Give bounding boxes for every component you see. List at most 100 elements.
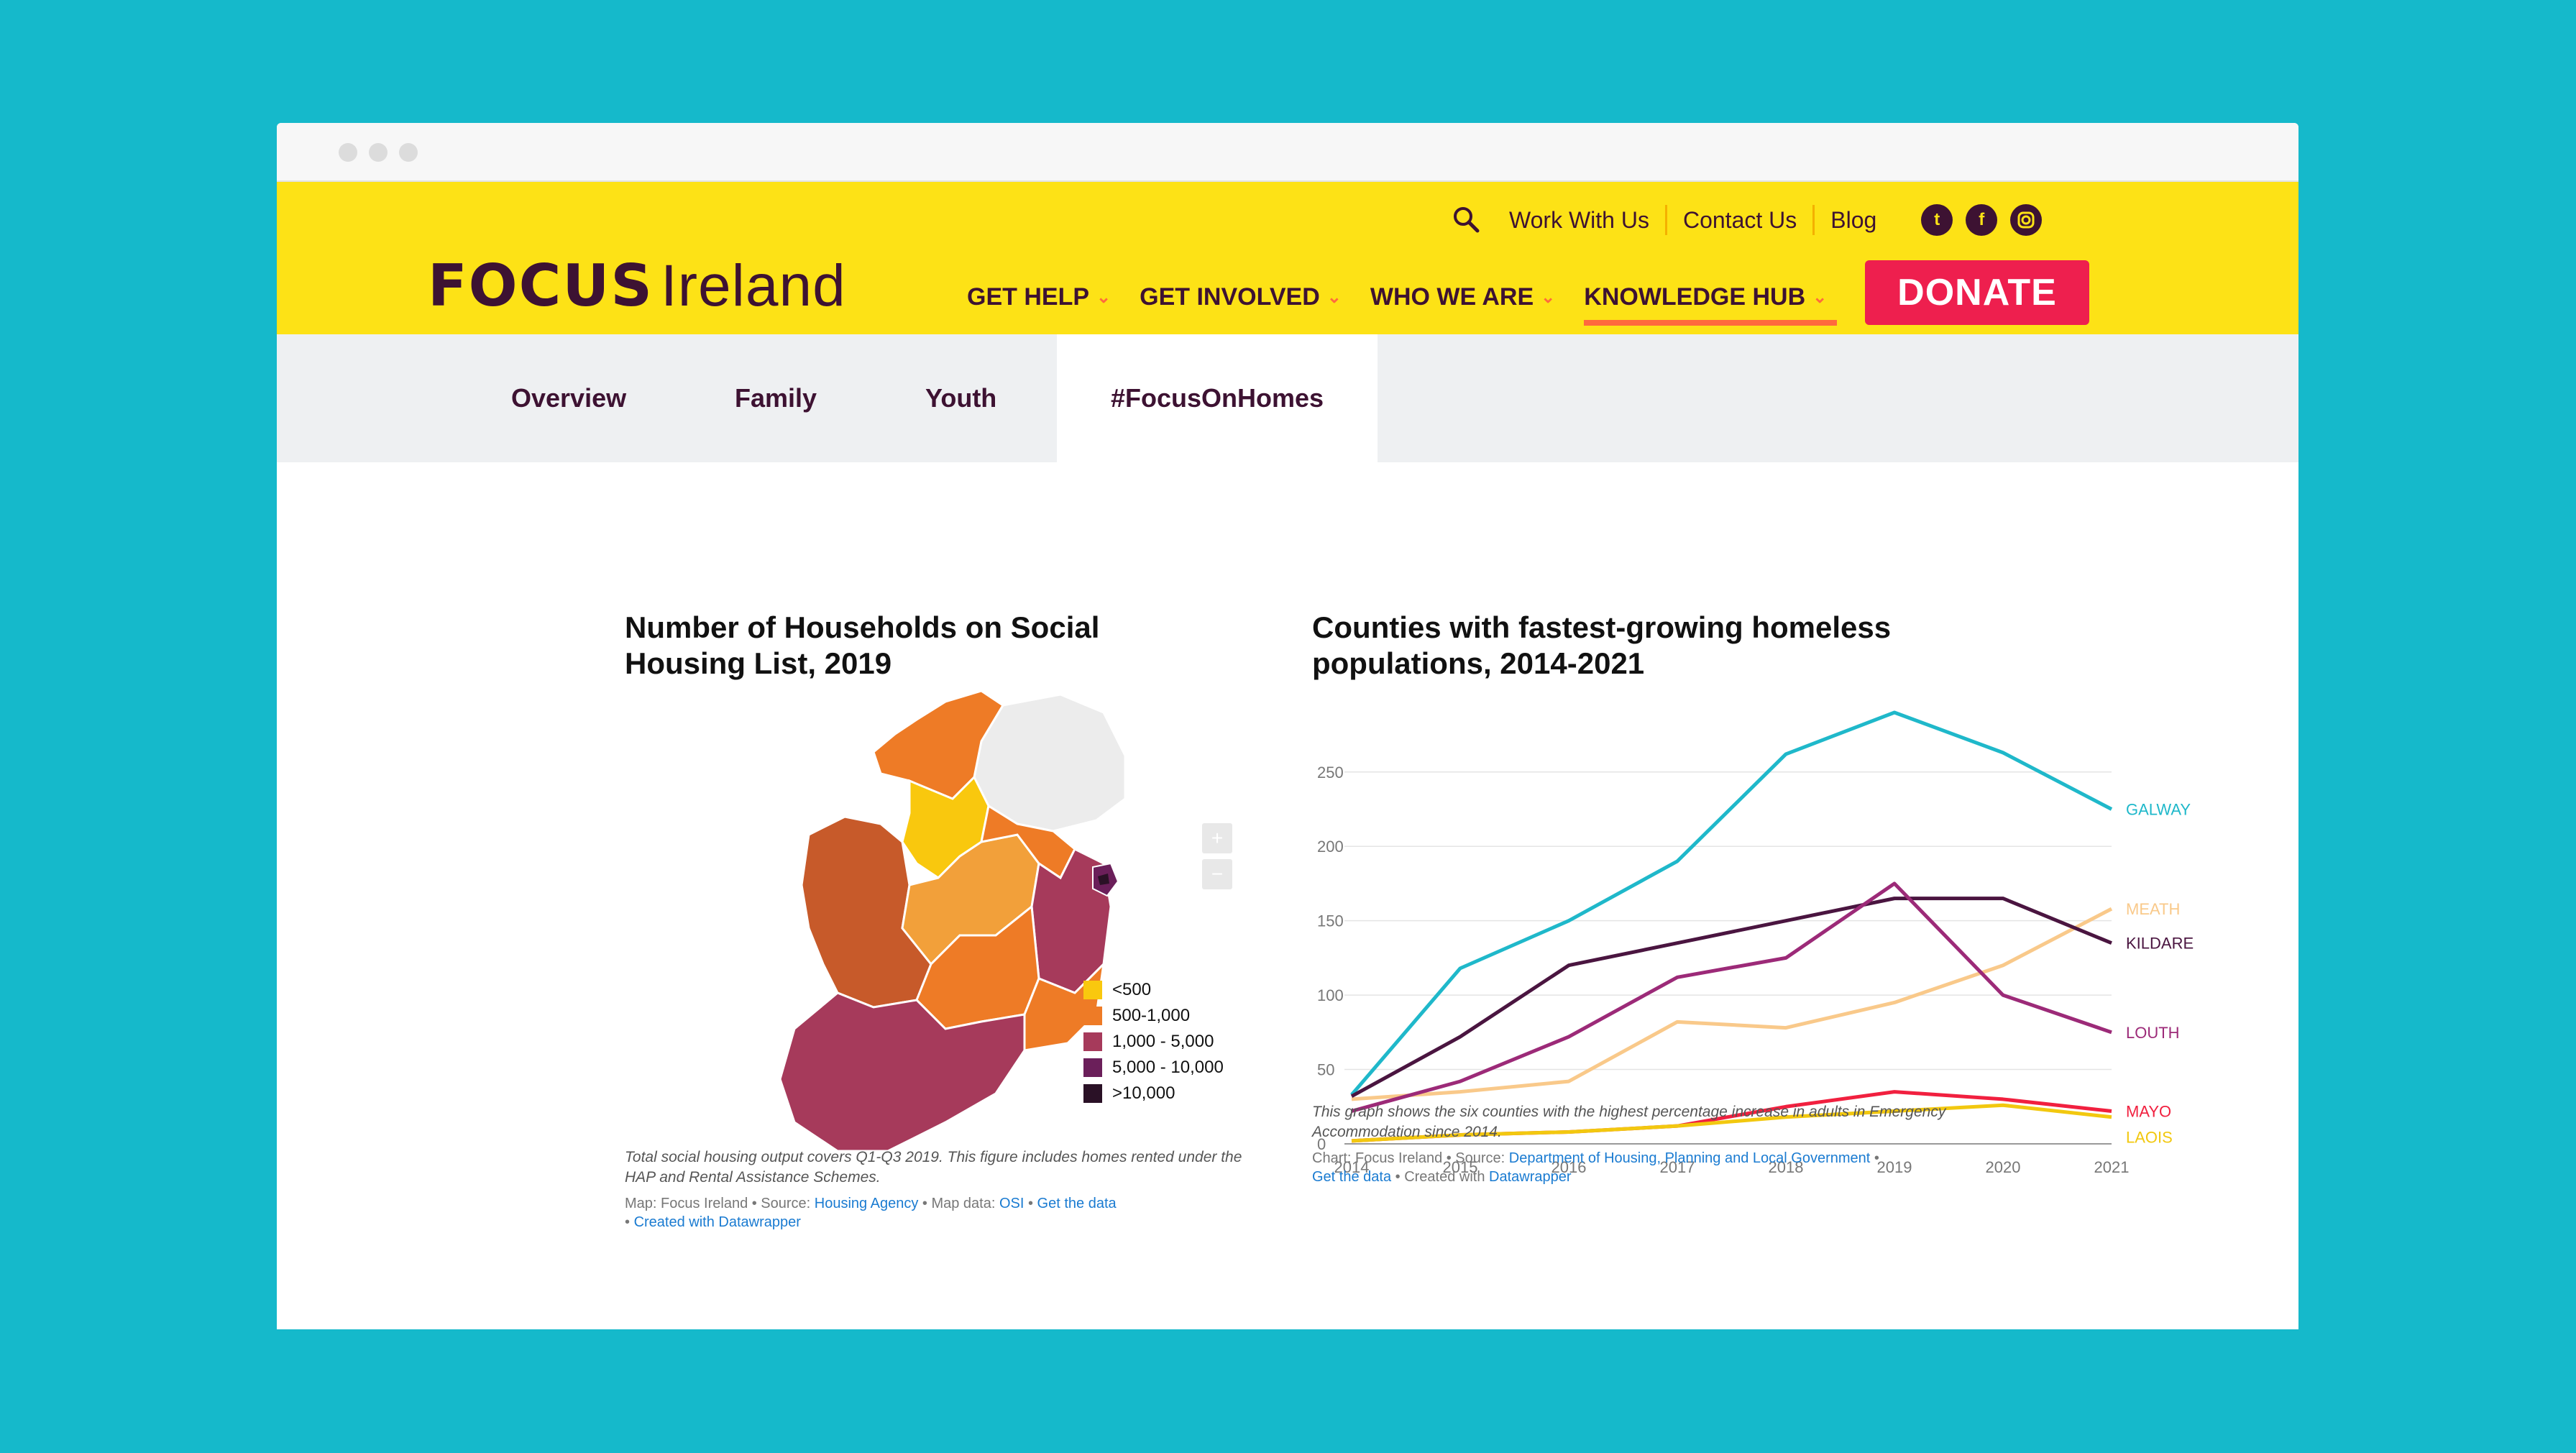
get-the-data-link[interactable]: Get the data (1037, 1196, 1117, 1211)
map-credit: Map: Focus Ireland • Source: Housing Age… (625, 1194, 1243, 1232)
line-chart-title: Counties with fastest-growing homeless p… (1312, 610, 1892, 680)
x-tick-label: 2017 (1660, 1158, 1695, 1176)
series-line-kildare (1350, 897, 2112, 1098)
y-tick-label: 50 (1317, 1061, 1334, 1079)
y-tick-label: 250 (1317, 764, 1344, 781)
map-legend: <500 500-1,000 1,000 - 5,000 5,000 - 10,… (1083, 977, 1224, 1106)
nav-label: KNOWLEDGE HUB (1584, 283, 1806, 311)
logo-light-text: Ireland (660, 253, 846, 318)
legend-label: >10,000 (1112, 1083, 1175, 1103)
series-label: MAYO (2126, 1102, 2171, 1120)
nav-get-involved[interactable]: GET INVOLVED ⌄ (1140, 268, 1342, 326)
nav-knowledge-hub[interactable]: KNOWLEDGE HUB ⌄ (1584, 268, 1838, 326)
tab-overview[interactable]: Overview (511, 383, 627, 413)
ireland-map[interactable] (766, 691, 1384, 1252)
divider (1812, 205, 1815, 235)
line-chart[interactable]: 0 50 100 150 200 250 2014 2015 2016 2017 2018 2019 2… (1283, 684, 2247, 1209)
credit-text: • Map data: (918, 1196, 999, 1211)
credit-text: Map: Focus Ireland • Source: (625, 1196, 815, 1211)
facebook-icon[interactable]: f (1966, 204, 1998, 236)
zoom-in-button[interactable]: + (1202, 823, 1232, 853)
map-region-munster (779, 991, 1026, 1152)
window-dot-close[interactable] (339, 143, 357, 162)
zoom-out-button[interactable]: − (1202, 859, 1232, 889)
line-chart-credit: Chart: Focus Ireland • Source: Departmen… (1312, 1149, 1959, 1186)
legend-swatch (1083, 1058, 1102, 1077)
datawrapper-link[interactable]: Datawrapper (1489, 1169, 1572, 1185)
series-label: KILDARE (2126, 935, 2194, 953)
credit-text: • (625, 1214, 634, 1230)
credit-text: • (1870, 1150, 1879, 1166)
logo-bold-text: FOCUS (428, 252, 654, 319)
credit-text: • Created with (1391, 1169, 1490, 1185)
work-with-us-link[interactable]: Work With Us (1509, 206, 1649, 233)
instagram-icon[interactable] (2010, 204, 2043, 236)
browser-window: FOCUS Ireland Work With Us Contact Us Bl… (277, 123, 2298, 1329)
map-region-dublin-city (1098, 874, 1109, 885)
window-dot-maximize[interactable] (399, 143, 418, 162)
department-of-housing-link[interactable]: Department of Housing, Planning and Loca… (1508, 1150, 1871, 1166)
series-label: LAOIS (2126, 1128, 2173, 1146)
housing-agency-link[interactable]: Housing Agency (814, 1196, 919, 1211)
nav-get-help[interactable]: GET HELP ⌄ (967, 268, 1111, 326)
legend-label: 5,000 - 10,000 (1112, 1058, 1224, 1077)
legend-label: 500-1,000 (1112, 1006, 1191, 1025)
x-tick-label: 2021 (2094, 1158, 2130, 1176)
nav-label: WHO WE ARE (1370, 283, 1534, 311)
series-line-laois (1351, 1103, 2112, 1143)
datawrapper-link[interactable]: Created with Datawrapper (633, 1214, 801, 1230)
y-tick-label: 100 (1317, 986, 1344, 1004)
nav-who-we-are[interactable]: WHO WE ARE ⌄ (1370, 268, 1555, 326)
tab-focusonhomes[interactable]: #FocusOnHomes (1057, 334, 1378, 462)
browser-chrome (277, 123, 2298, 182)
legend-item: 1,000 - 5,000 (1083, 1029, 1224, 1055)
x-tick-label: 2014 (1334, 1158, 1370, 1176)
chevron-down-icon: ⌄ (1326, 287, 1342, 307)
site-header: FOCUS Ireland Work With Us Contact Us Bl… (277, 182, 2298, 334)
legend-label: 1,000 - 5,000 (1112, 1032, 1214, 1051)
series-line-meath (1351, 907, 2113, 1101)
legend-item: 5,000 - 10,000 (1083, 1055, 1224, 1081)
sub-nav: Overview Family Youth #FocusOnHomes (277, 334, 2298, 462)
credit-text: • (1024, 1196, 1037, 1211)
blog-link[interactable]: Blog (1830, 206, 1877, 233)
legend-swatch (1083, 981, 1102, 999)
focus-ireland-logo[interactable]: FOCUS Ireland (428, 252, 846, 319)
y-tick-label: 0 (1317, 1135, 1326, 1153)
divider (1664, 205, 1667, 235)
map-chart-title: Number of Households on Social Housing L… (625, 610, 1100, 680)
x-tick-label: 2016 (1551, 1158, 1587, 1176)
series-line-galway (1350, 710, 2113, 1096)
legend-label: <500 (1112, 980, 1152, 999)
x-tick-label: 2015 (1443, 1158, 1478, 1176)
map-caption: Total social housing output covers Q1-Q3… (625, 1149, 1242, 1186)
legend-swatch (1083, 1007, 1102, 1025)
chevron-down-icon: ⌄ (1541, 287, 1556, 307)
main-nav: GET HELP ⌄ GET INVOLVED ⌄ WHO WE ARE ⌄ KNOW… (967, 268, 1856, 326)
get-the-data-link[interactable]: Get the data (1312, 1169, 1392, 1185)
donate-button[interactable]: DONATE (1865, 260, 2089, 325)
search-icon[interactable] (1449, 202, 1485, 238)
nav-label: GET HELP (967, 283, 1090, 311)
legend-swatch (1083, 1084, 1102, 1103)
main-content (277, 462, 2298, 1329)
legend-item: 500-1,000 (1083, 1003, 1224, 1029)
chevron-down-icon: ⌄ (1096, 287, 1111, 307)
twitter-icon[interactable]: t (1921, 204, 1953, 236)
tab-family[interactable]: Family (735, 383, 817, 413)
legend-item: <500 (1083, 977, 1224, 1003)
legend-swatch (1083, 1032, 1102, 1051)
tab-youth[interactable]: Youth (925, 383, 997, 413)
utility-nav: Work With Us Contact Us Blog t f (1449, 202, 2043, 238)
x-tick-label: 2020 (1986, 1158, 2021, 1176)
social-links: t f (1921, 204, 2043, 236)
contact-us-link[interactable]: Contact Us (1682, 206, 1797, 233)
osi-link[interactable]: OSI (999, 1196, 1025, 1211)
credit-text: Chart: Focus Ireland • Source: (1312, 1150, 1509, 1166)
window-dot-minimize[interactable] (369, 143, 388, 162)
legend-item: >10,000 (1083, 1081, 1224, 1106)
x-tick-label: 2019 (1877, 1158, 1912, 1176)
y-tick-label: 200 (1317, 838, 1344, 856)
line-chart-caption: This graph shows the six counties with t… (1312, 1104, 1946, 1140)
x-tick-label: 2018 (1769, 1158, 1804, 1176)
